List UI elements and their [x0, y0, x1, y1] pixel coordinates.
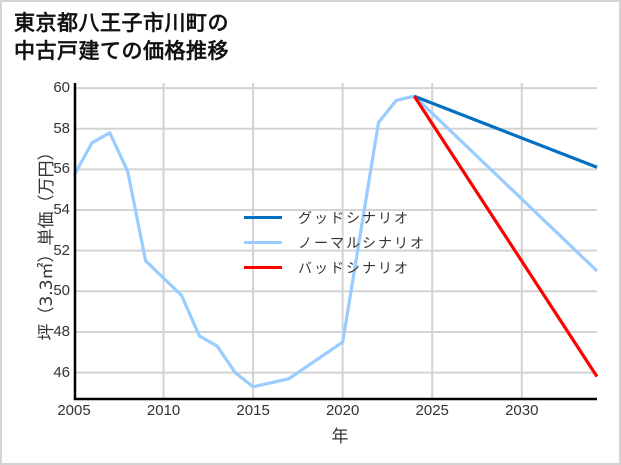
chart-title-line-2: 中古戸建ての価格推移 — [14, 39, 229, 63]
legend-item-bad: バッドシナリオ — [244, 255, 426, 280]
x-tick-label: 2020 — [325, 402, 360, 419]
y-tick-label: 56 — [53, 160, 70, 178]
legend-label-bad: バッドシナリオ — [298, 260, 410, 277]
series-lines — [72, 94, 599, 389]
series-line — [413, 94, 598, 169]
y-tick-label: 46 — [53, 363, 70, 381]
gridlines — [74, 83, 597, 399]
y-tick-label: 52 — [53, 241, 70, 259]
y-axis-label: 坪（3.3㎡）単価（万円） — [37, 143, 57, 341]
legend-item-normal: ノーマルシナリオ — [244, 230, 426, 255]
legend-label-normal: ノーマルシナリオ — [298, 235, 426, 252]
legend-swatch-normal — [244, 241, 282, 244]
legend-item-good: グッドシナリオ — [244, 205, 426, 230]
x-tick-label: 2005 — [57, 402, 91, 419]
chart-title-line-1: 東京都八王子市川町の — [14, 11, 229, 35]
y-tick-label: 50 — [53, 282, 70, 300]
x-tick-label: 2030 — [505, 402, 539, 419]
y-tick-label: 54 — [53, 201, 70, 218]
chart-title: 東京都八王子市川町の 中古戸建ての価格推移 — [14, 9, 229, 65]
x-tick-label: 2015 — [236, 402, 270, 419]
y-tick-label: 58 — [53, 119, 70, 137]
legend-swatch-bad — [244, 266, 282, 269]
series-line — [412, 95, 599, 378]
x-tick-label: 2025 — [415, 402, 449, 419]
x-tick-label: 2010 — [146, 402, 181, 419]
legend: グッドシナリオ ノーマルシナリオ バッドシナリオ — [244, 205, 426, 280]
legend-swatch-good — [244, 216, 282, 219]
legend-label-good: グッドシナリオ — [298, 210, 410, 227]
y-tick-label: 60 — [53, 79, 70, 97]
x-axis-label: 年 — [331, 427, 349, 447]
series-line — [72, 94, 599, 389]
y-tick-label: 48 — [53, 322, 70, 340]
